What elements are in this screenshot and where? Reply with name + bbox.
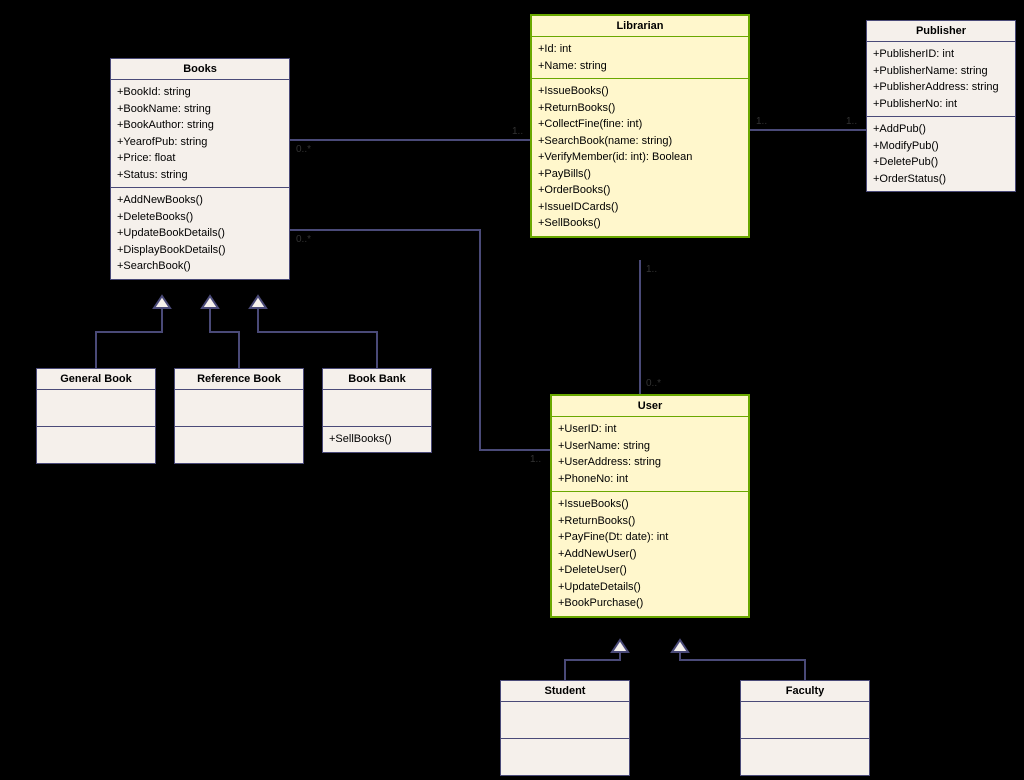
attribute: +BookId: string bbox=[117, 84, 283, 101]
operations bbox=[175, 427, 303, 463]
operation: +OrderBooks() bbox=[538, 182, 742, 199]
multiplicity-label: 1.. bbox=[646, 264, 657, 275]
class-user: User+UserID: int+UserName: string+UserAd… bbox=[550, 394, 750, 618]
operations: +IssueBooks()+ReturnBooks()+PayFine(Dt: … bbox=[552, 492, 748, 616]
class-librarian: Librarian+Id: int+Name: string+IssueBook… bbox=[530, 14, 750, 238]
attribute: +UserAddress: string bbox=[558, 454, 742, 471]
class-title: Publisher bbox=[867, 21, 1015, 42]
attributes: +BookId: string+BookName: string+BookAut… bbox=[111, 80, 289, 188]
operations: +AddPub()+ModifyPub()+DeletePub()+OrderS… bbox=[867, 117, 1015, 191]
multiplicity-label: 0..* bbox=[296, 234, 311, 245]
attribute: +PublisherID: int bbox=[873, 46, 1009, 63]
attributes: +PublisherID: int+PublisherName: string+… bbox=[867, 42, 1015, 117]
operation: +AddPub() bbox=[873, 121, 1009, 138]
operation: +PayFine(Dt: date): int bbox=[558, 529, 742, 546]
attribute: +Name: string bbox=[538, 58, 742, 75]
generalization-arrow-icon bbox=[154, 296, 170, 308]
class-title: Reference Book bbox=[175, 369, 303, 390]
attributes bbox=[323, 390, 431, 427]
attributes bbox=[37, 390, 155, 427]
generalization-edge bbox=[210, 296, 239, 368]
operation: +AddNewUser() bbox=[558, 546, 742, 563]
attribute: +PublisherName: string bbox=[873, 63, 1009, 80]
class-title: General Book bbox=[37, 369, 155, 390]
operation: +BookPurchase() bbox=[558, 595, 742, 612]
attribute: +PhoneNo: int bbox=[558, 471, 742, 488]
generalization-arrow-icon bbox=[612, 640, 628, 652]
class-bookbank: Book Bank +SellBooks() bbox=[322, 368, 432, 453]
multiplicity-label: 1.. bbox=[512, 126, 523, 137]
class-publisher: Publisher+PublisherID: int+PublisherName… bbox=[866, 20, 1016, 192]
class-title: Librarian bbox=[532, 16, 748, 37]
attribute: +Status: string bbox=[117, 167, 283, 184]
class-title: Faculty bbox=[741, 681, 869, 702]
operations bbox=[37, 427, 155, 463]
attribute: +Price: float bbox=[117, 150, 283, 167]
attribute: +PublisherAddress: string bbox=[873, 79, 1009, 96]
multiplicity-label: 1.. bbox=[846, 116, 857, 127]
operation: +IssueBooks() bbox=[558, 496, 742, 513]
operation: +IssueBooks() bbox=[538, 83, 742, 100]
attribute: +UserID: int bbox=[558, 421, 742, 438]
operation: +DeleteUser() bbox=[558, 562, 742, 579]
class-student: Student bbox=[500, 680, 630, 776]
operations bbox=[501, 739, 629, 775]
operations: +SellBooks() bbox=[323, 427, 431, 452]
attribute: +BookAuthor: string bbox=[117, 117, 283, 134]
operation: +VerifyMember(id: int): Boolean bbox=[538, 149, 742, 166]
attributes bbox=[741, 702, 869, 739]
operation: +CollectFine(fine: int) bbox=[538, 116, 742, 133]
multiplicity-label: 0..* bbox=[646, 378, 661, 389]
attribute: +Id: int bbox=[538, 41, 742, 58]
uml-class-diagram: { "diagram": { "type": "uml-class-diagra… bbox=[0, 0, 1024, 780]
class-title: Student bbox=[501, 681, 629, 702]
generalization-arrow-icon bbox=[202, 296, 218, 308]
attributes bbox=[501, 702, 629, 739]
multiplicity-label: 1.. bbox=[530, 454, 541, 465]
operations: +IssueBooks()+ReturnBooks()+CollectFine(… bbox=[532, 79, 748, 236]
operation: +DeleteBooks() bbox=[117, 209, 283, 226]
class-faculty: Faculty bbox=[740, 680, 870, 776]
class-title: User bbox=[552, 396, 748, 417]
attribute: +PublisherNo: int bbox=[873, 96, 1009, 113]
operation: +UpdateDetails() bbox=[558, 579, 742, 596]
operation: +PayBills() bbox=[538, 166, 742, 183]
generalization-arrow-icon bbox=[250, 296, 266, 308]
generalization-edge bbox=[258, 296, 377, 368]
generalization-edge bbox=[680, 640, 805, 680]
operation: +IssueIDCards() bbox=[538, 199, 742, 216]
attributes: +UserID: int+UserName: string+UserAddres… bbox=[552, 417, 748, 492]
generalization-arrow-icon bbox=[672, 640, 688, 652]
class-title: Book Bank bbox=[323, 369, 431, 390]
attributes: +Id: int+Name: string bbox=[532, 37, 748, 79]
class-referencebook: Reference Book bbox=[174, 368, 304, 464]
operation: +SellBooks() bbox=[538, 215, 742, 232]
operation: +OrderStatus() bbox=[873, 171, 1009, 188]
operation: +SearchBook() bbox=[117, 258, 283, 275]
generalization-edge bbox=[565, 640, 620, 680]
operation: +SellBooks() bbox=[329, 431, 425, 448]
operation: +ReturnBooks() bbox=[558, 513, 742, 530]
attribute: +UserName: string bbox=[558, 438, 742, 455]
operation: +SearchBook(name: string) bbox=[538, 133, 742, 150]
multiplicity-label: 0..* bbox=[296, 144, 311, 155]
attributes bbox=[175, 390, 303, 427]
generalization-edge bbox=[96, 296, 162, 368]
operation: +ModifyPub() bbox=[873, 138, 1009, 155]
operation: +DisplayBookDetails() bbox=[117, 242, 283, 259]
operations bbox=[741, 739, 869, 775]
operation: +ReturnBooks() bbox=[538, 100, 742, 117]
operation: +AddNewBooks() bbox=[117, 192, 283, 209]
class-title: Books bbox=[111, 59, 289, 80]
multiplicity-label: 1.. bbox=[756, 116, 767, 127]
attribute: +YearofPub: string bbox=[117, 134, 283, 151]
operations: +AddNewBooks()+DeleteBooks()+UpdateBookD… bbox=[111, 188, 289, 279]
class-generalbook: General Book bbox=[36, 368, 156, 464]
operation: +DeletePub() bbox=[873, 154, 1009, 171]
operation: +UpdateBookDetails() bbox=[117, 225, 283, 242]
class-books: Books+BookId: string+BookName: string+Bo… bbox=[110, 58, 290, 280]
attribute: +BookName: string bbox=[117, 101, 283, 118]
